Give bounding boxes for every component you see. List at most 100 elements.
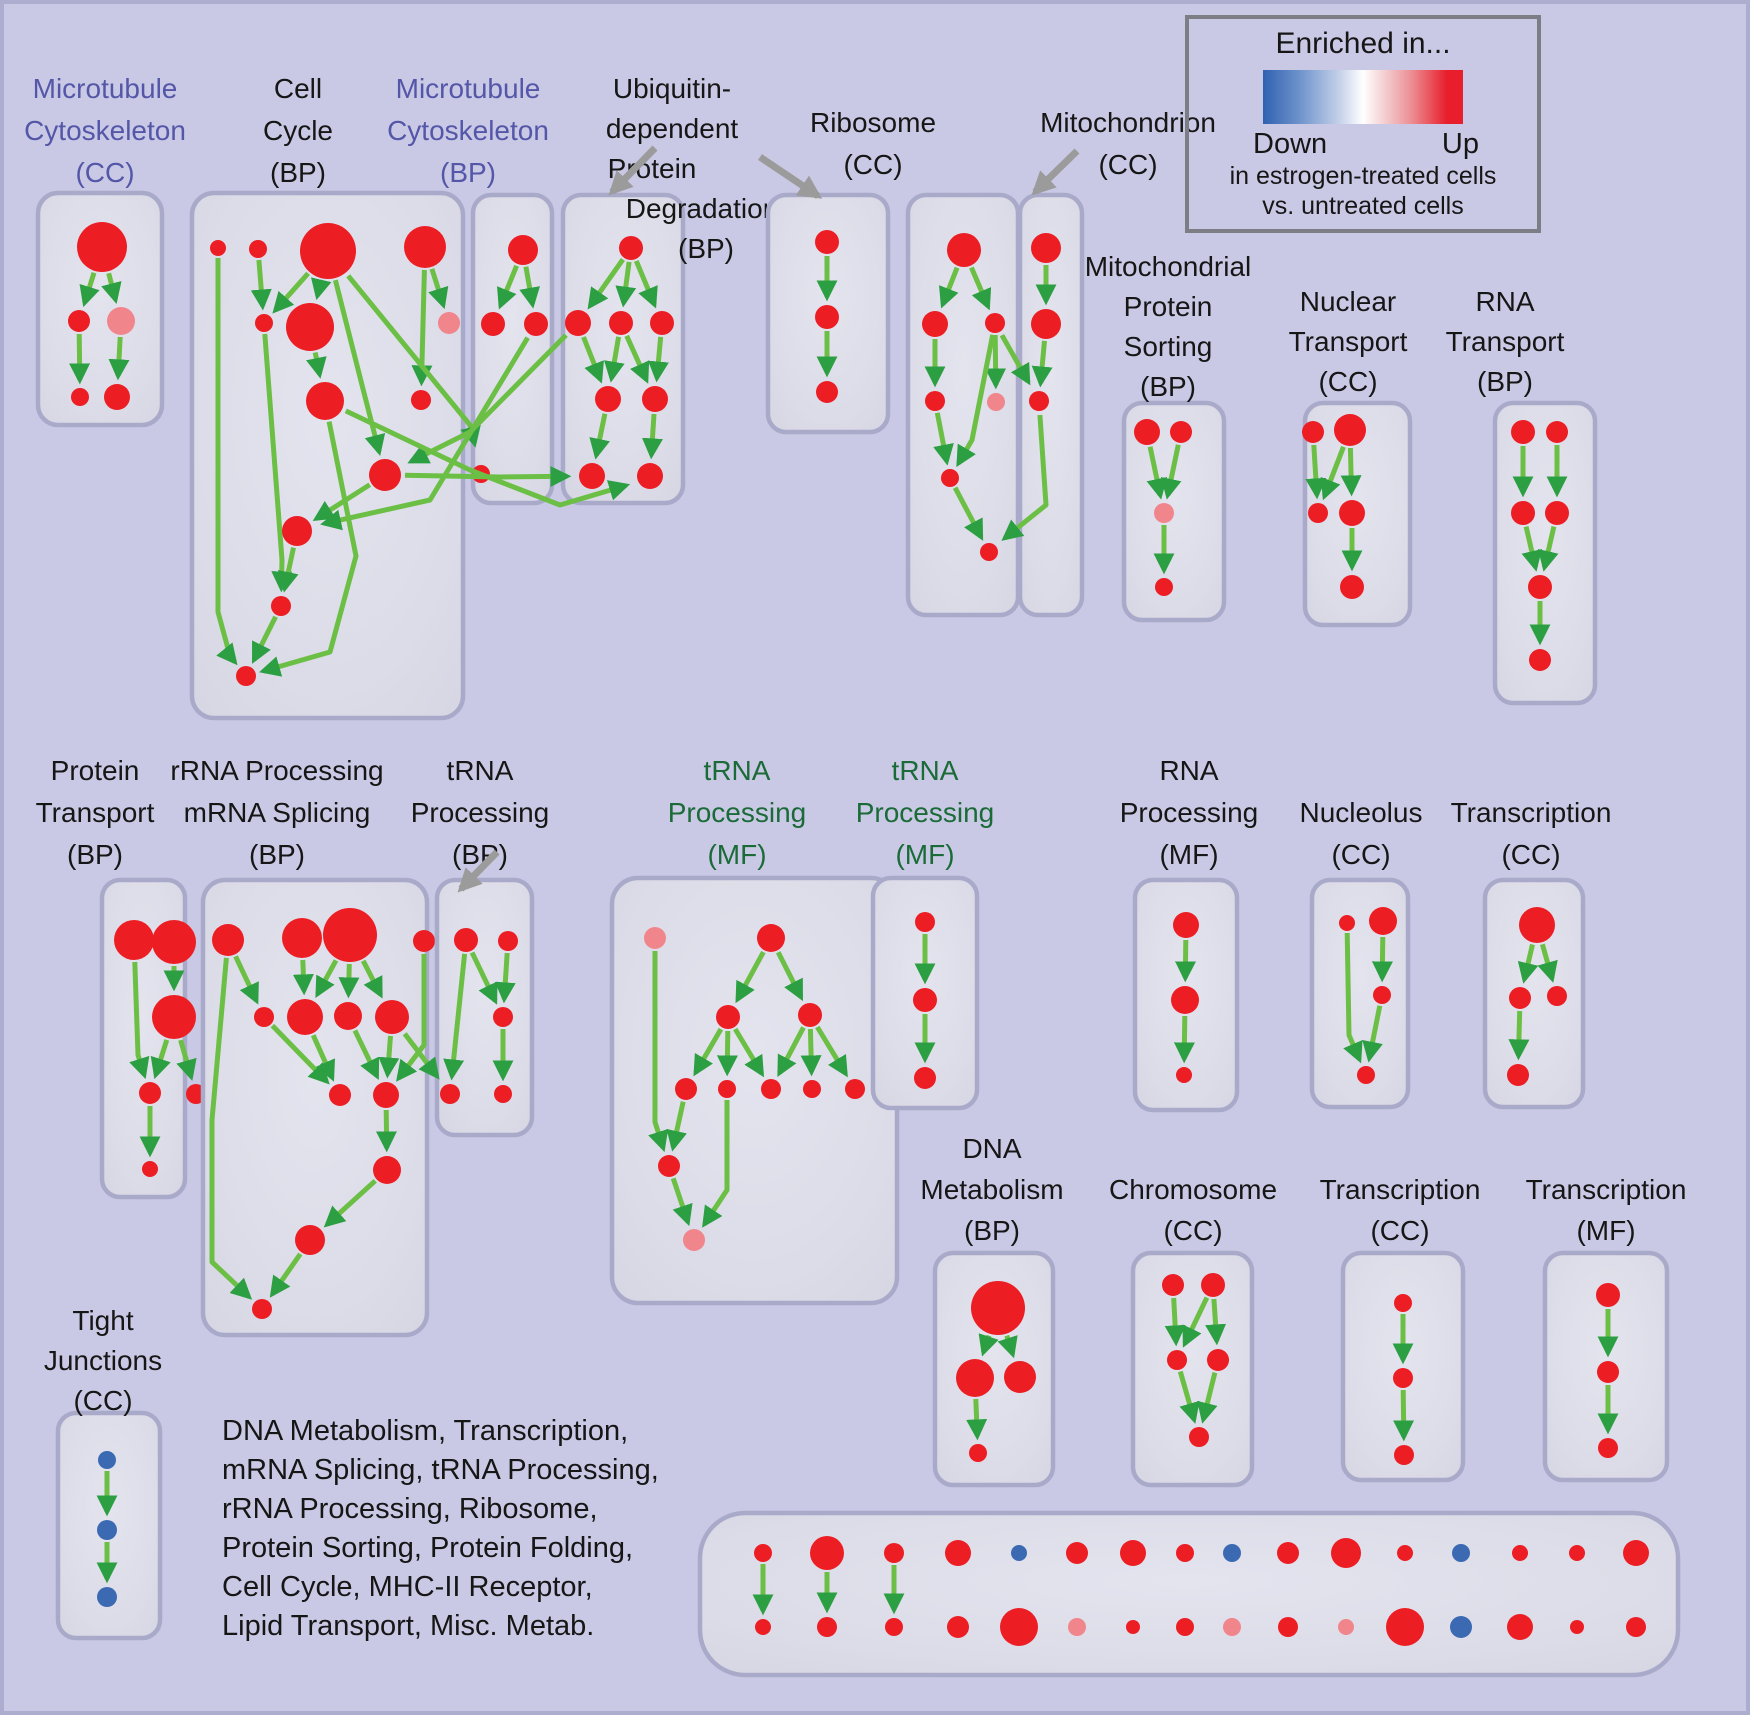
gene-node-up: [945, 1540, 971, 1566]
cross-link-rrna-to-trna: [402, 1032, 440, 1080]
cross-link-mt-bp-to-cell-cycle: [320, 336, 530, 531]
cluster-label: rRNA Processing: [170, 755, 383, 786]
edge-arrow: [338, 963, 360, 999]
gene-node-down: [97, 1520, 117, 1540]
cluster-label: (CC): [1318, 366, 1377, 397]
gene-node-up: [323, 908, 377, 962]
gene-node-up: [1519, 907, 1555, 943]
gene-node-up: [411, 390, 431, 410]
edge-arrow: [101, 272, 122, 304]
annotation-arrow: [457, 849, 500, 893]
gene-node-up: [1176, 1544, 1194, 1562]
gene-node-up: [1134, 419, 1160, 445]
edge-arrow: [641, 413, 663, 460]
edge-arrow: [310, 277, 332, 301]
cluster-transcription-cc-mid: Transcription (CC): [1451, 797, 1611, 1110]
cluster-label: Cycle: [263, 115, 333, 146]
edge-arrow: [469, 951, 498, 1005]
gene-node-up: [716, 1005, 740, 1029]
annotation-arrow-to-mitochondrion-box: [1031, 148, 1080, 196]
edge-arrow: [978, 1333, 999, 1357]
edge-arrow: [603, 336, 625, 383]
bottom-box: [697, 1510, 1681, 1678]
gene-node-up: [212, 924, 244, 956]
cluster-box: [35, 190, 165, 428]
cluster-label: (MF): [895, 839, 954, 870]
cluster-protein-transport-bp: Protein Transport (BP): [36, 755, 206, 1200]
annotation-arrow: [608, 145, 658, 196]
gene-node-up: [565, 310, 591, 336]
gene-node-up: [1339, 915, 1355, 931]
gene-node-up: [1373, 986, 1391, 1004]
gene-node-up: [969, 1444, 987, 1462]
cluster-rna-transport-bp: RNA Transport (BP): [1446, 286, 1598, 706]
gene-node-up: [1031, 309, 1061, 339]
cluster-label: (MF): [707, 839, 766, 870]
misc-label-line: Lipid Transport, Misc. Metab.: [222, 1610, 595, 1642]
legend-axis-labels: Down Up: [1189, 128, 1537, 161]
gene-node-up: [1207, 1349, 1229, 1371]
cluster-label: (BP): [440, 157, 496, 188]
edge-arrow: [1393, 1389, 1415, 1442]
gene-node-up: [971, 1281, 1025, 1335]
edge-arrow: [310, 1034, 336, 1082]
cluster-label: Processing: [856, 797, 995, 828]
edge-arrow: [587, 257, 625, 310]
gene-node-weak-up: [1068, 1618, 1086, 1636]
gene-node-up: [306, 382, 344, 420]
edge-arrow: [277, 547, 299, 593]
edge-arrow: [1508, 1010, 1530, 1061]
gene-node-up: [1278, 1617, 1298, 1637]
edge-arrow: [777, 1026, 806, 1077]
gene-node-up: [152, 920, 196, 964]
cluster-label: Transport: [1446, 326, 1565, 357]
gene-node-up: [282, 516, 312, 546]
gene-node-up: [595, 386, 621, 412]
gene-node-up: [1004, 1361, 1036, 1393]
gene-node-up: [152, 995, 196, 1039]
gene-node-up: [1511, 420, 1535, 444]
edge-arrow: [494, 952, 516, 1004]
edge-arrow: [352, 1029, 380, 1081]
gene-node-up: [817, 1617, 837, 1637]
edge-arrow: [108, 336, 130, 381]
gene-node-up: [757, 924, 785, 952]
gene-node-up: [1547, 986, 1567, 1006]
gene-node-up: [1569, 1545, 1585, 1561]
cluster-label: (CC): [1163, 1215, 1222, 1246]
annotation-arrow-to-ubiquitin-box-1: [608, 145, 658, 196]
edge-arrow: [1537, 526, 1559, 572]
cluster-nucleolus-cc: Nucleolus (CC): [1300, 797, 1422, 1110]
cluster-label: (BP): [1477, 366, 1533, 397]
gene-node-up: [761, 1079, 781, 1099]
edge-arrow: [702, 1100, 730, 1228]
gene-node-up: [658, 1155, 680, 1177]
gene-node-up: [1393, 1368, 1413, 1388]
edge-arrow: [1340, 447, 1362, 497]
edge-arrow: [1164, 1297, 1186, 1347]
cluster-ubiquitin-degradation-second-box: [765, 192, 891, 435]
gene-node-down: [1450, 1616, 1472, 1638]
cluster-label: (CC): [73, 1385, 132, 1416]
gene-node-up: [985, 313, 1005, 333]
misc-label-line: rRNA Processing, Ribosome,: [222, 1493, 598, 1525]
gene-node-up: [810, 1536, 844, 1570]
edge-arrow: [375, 1109, 397, 1153]
gene-node-weak-up: [1338, 1619, 1354, 1635]
gene-node-down: [1452, 1544, 1470, 1562]
cluster-label: Protein: [51, 755, 140, 786]
edge-arrow: [1305, 444, 1327, 500]
gene-node-up: [1626, 1617, 1646, 1637]
gene-node-weak-up: [683, 1229, 705, 1251]
gene-node-up: [1155, 578, 1173, 596]
gene-node-up: [884, 1543, 904, 1563]
cluster-label: Ribosome: [810, 107, 936, 138]
gene-node-weak-up: [107, 307, 135, 335]
gene-node-up: [1120, 1540, 1146, 1566]
edge-arrow: [346, 274, 481, 448]
cluster-label: Tight: [72, 1305, 133, 1336]
edge-arrow: [966, 1398, 988, 1441]
edge-arrow: [775, 951, 804, 1002]
gene-node-up: [369, 459, 401, 491]
gene-node-up: [1308, 503, 1328, 523]
